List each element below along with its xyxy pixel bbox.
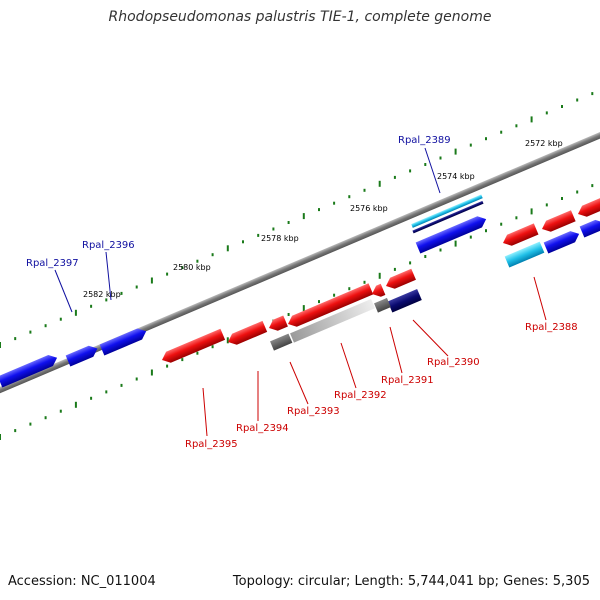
gene-rpal-2388e[interactable] (543, 228, 582, 254)
gene-rpal-2388b[interactable] (540, 210, 576, 234)
gene-rpal-2392b[interactable] (270, 333, 293, 351)
leader-rpal-2389 (424, 147, 441, 194)
gene-rpal-2394[interactable] (226, 320, 268, 348)
gene-rpal-2388c[interactable] (576, 196, 600, 220)
gene-label-rpal-2394[interactable]: Rpal_2394 (236, 423, 289, 434)
ruler-ticks-upper (0, 92, 594, 348)
leader-rpal-2391 (389, 326, 403, 374)
gene-rpal-2389c[interactable] (415, 214, 489, 254)
gene-rpal-2395[interactable] (160, 328, 226, 366)
ruler-label-2574: 2574 kbp (437, 172, 475, 181)
leader-rpal-2393 (289, 361, 309, 405)
genome-title: Rhodopseudomonas palustris TIE-1, comple… (108, 9, 492, 25)
gene-rpal-2396[interactable] (65, 343, 100, 367)
gene-label-rpal-2388[interactable]: Rpal_2388 (525, 322, 578, 333)
gene-rpal-2390b[interactable] (387, 288, 422, 313)
gene-rpal-2389[interactable] (411, 194, 483, 228)
gene-rpal-2391[interactable] (370, 283, 386, 300)
gene-rpal-2388d[interactable] (504, 241, 545, 268)
gene-rpal-2389b[interactable] (412, 200, 484, 234)
ruler-label-2580: 2580 kbp (173, 263, 211, 272)
gene-label-rpal-2395[interactable]: Rpal_2395 (185, 439, 238, 450)
gene-rpal-2393[interactable] (267, 315, 288, 333)
gene-rpal-2397[interactable] (0, 352, 59, 388)
ruler-label-2576: 2576 kbp (350, 204, 388, 213)
gene-rpal-2391b[interactable] (374, 297, 391, 313)
gene-rpal-2392[interactable] (286, 283, 374, 329)
leader-rpal-2397 (54, 269, 73, 313)
gene-rpal-2392c[interactable] (290, 299, 375, 343)
ruler-label-2582: 2582 kbp (83, 290, 121, 299)
gene-rpal-2390[interactable] (384, 268, 416, 292)
gene-features (0, 194, 600, 388)
gene-rpal-2388[interactable] (501, 223, 539, 248)
gene-label-rpal-2396[interactable]: Rpal_2396 (82, 240, 135, 251)
ruler-label-2572: 2572 kbp (525, 139, 563, 148)
gene-label-rpal-2393[interactable]: Rpal_2393 (287, 406, 340, 417)
leader-rpal-2390 (412, 319, 449, 357)
gene-label-rpal-2397[interactable]: Rpal_2397 (26, 258, 79, 269)
gene-rpal-2396b[interactable] (99, 326, 149, 356)
ruler-label-2578: 2578 kbp (261, 234, 299, 243)
gene-rpal-2388f[interactable] (579, 217, 600, 238)
topology-text: Topology: circular; Length: 5,744,041 bp… (232, 574, 590, 589)
gene-label-rpal-2391[interactable]: Rpal_2391 (381, 375, 434, 386)
label-leader-lines (54, 147, 547, 437)
leader-rpal-2392 (340, 342, 357, 389)
leader-rpal-2396 (105, 251, 112, 301)
accession-text: Accession: NC_011004 (8, 574, 156, 589)
leader-rpal-2388 (533, 276, 547, 321)
gene-label-rpal-2390[interactable]: Rpal_2390 (427, 357, 480, 368)
ruler-ticks-lower (0, 184, 594, 440)
leader-rpal-2395 (202, 387, 208, 437)
gene-label-rpal-2389[interactable]: Rpal_2389 (398, 135, 451, 146)
gene-label-rpal-2392[interactable]: Rpal_2392 (334, 390, 387, 401)
